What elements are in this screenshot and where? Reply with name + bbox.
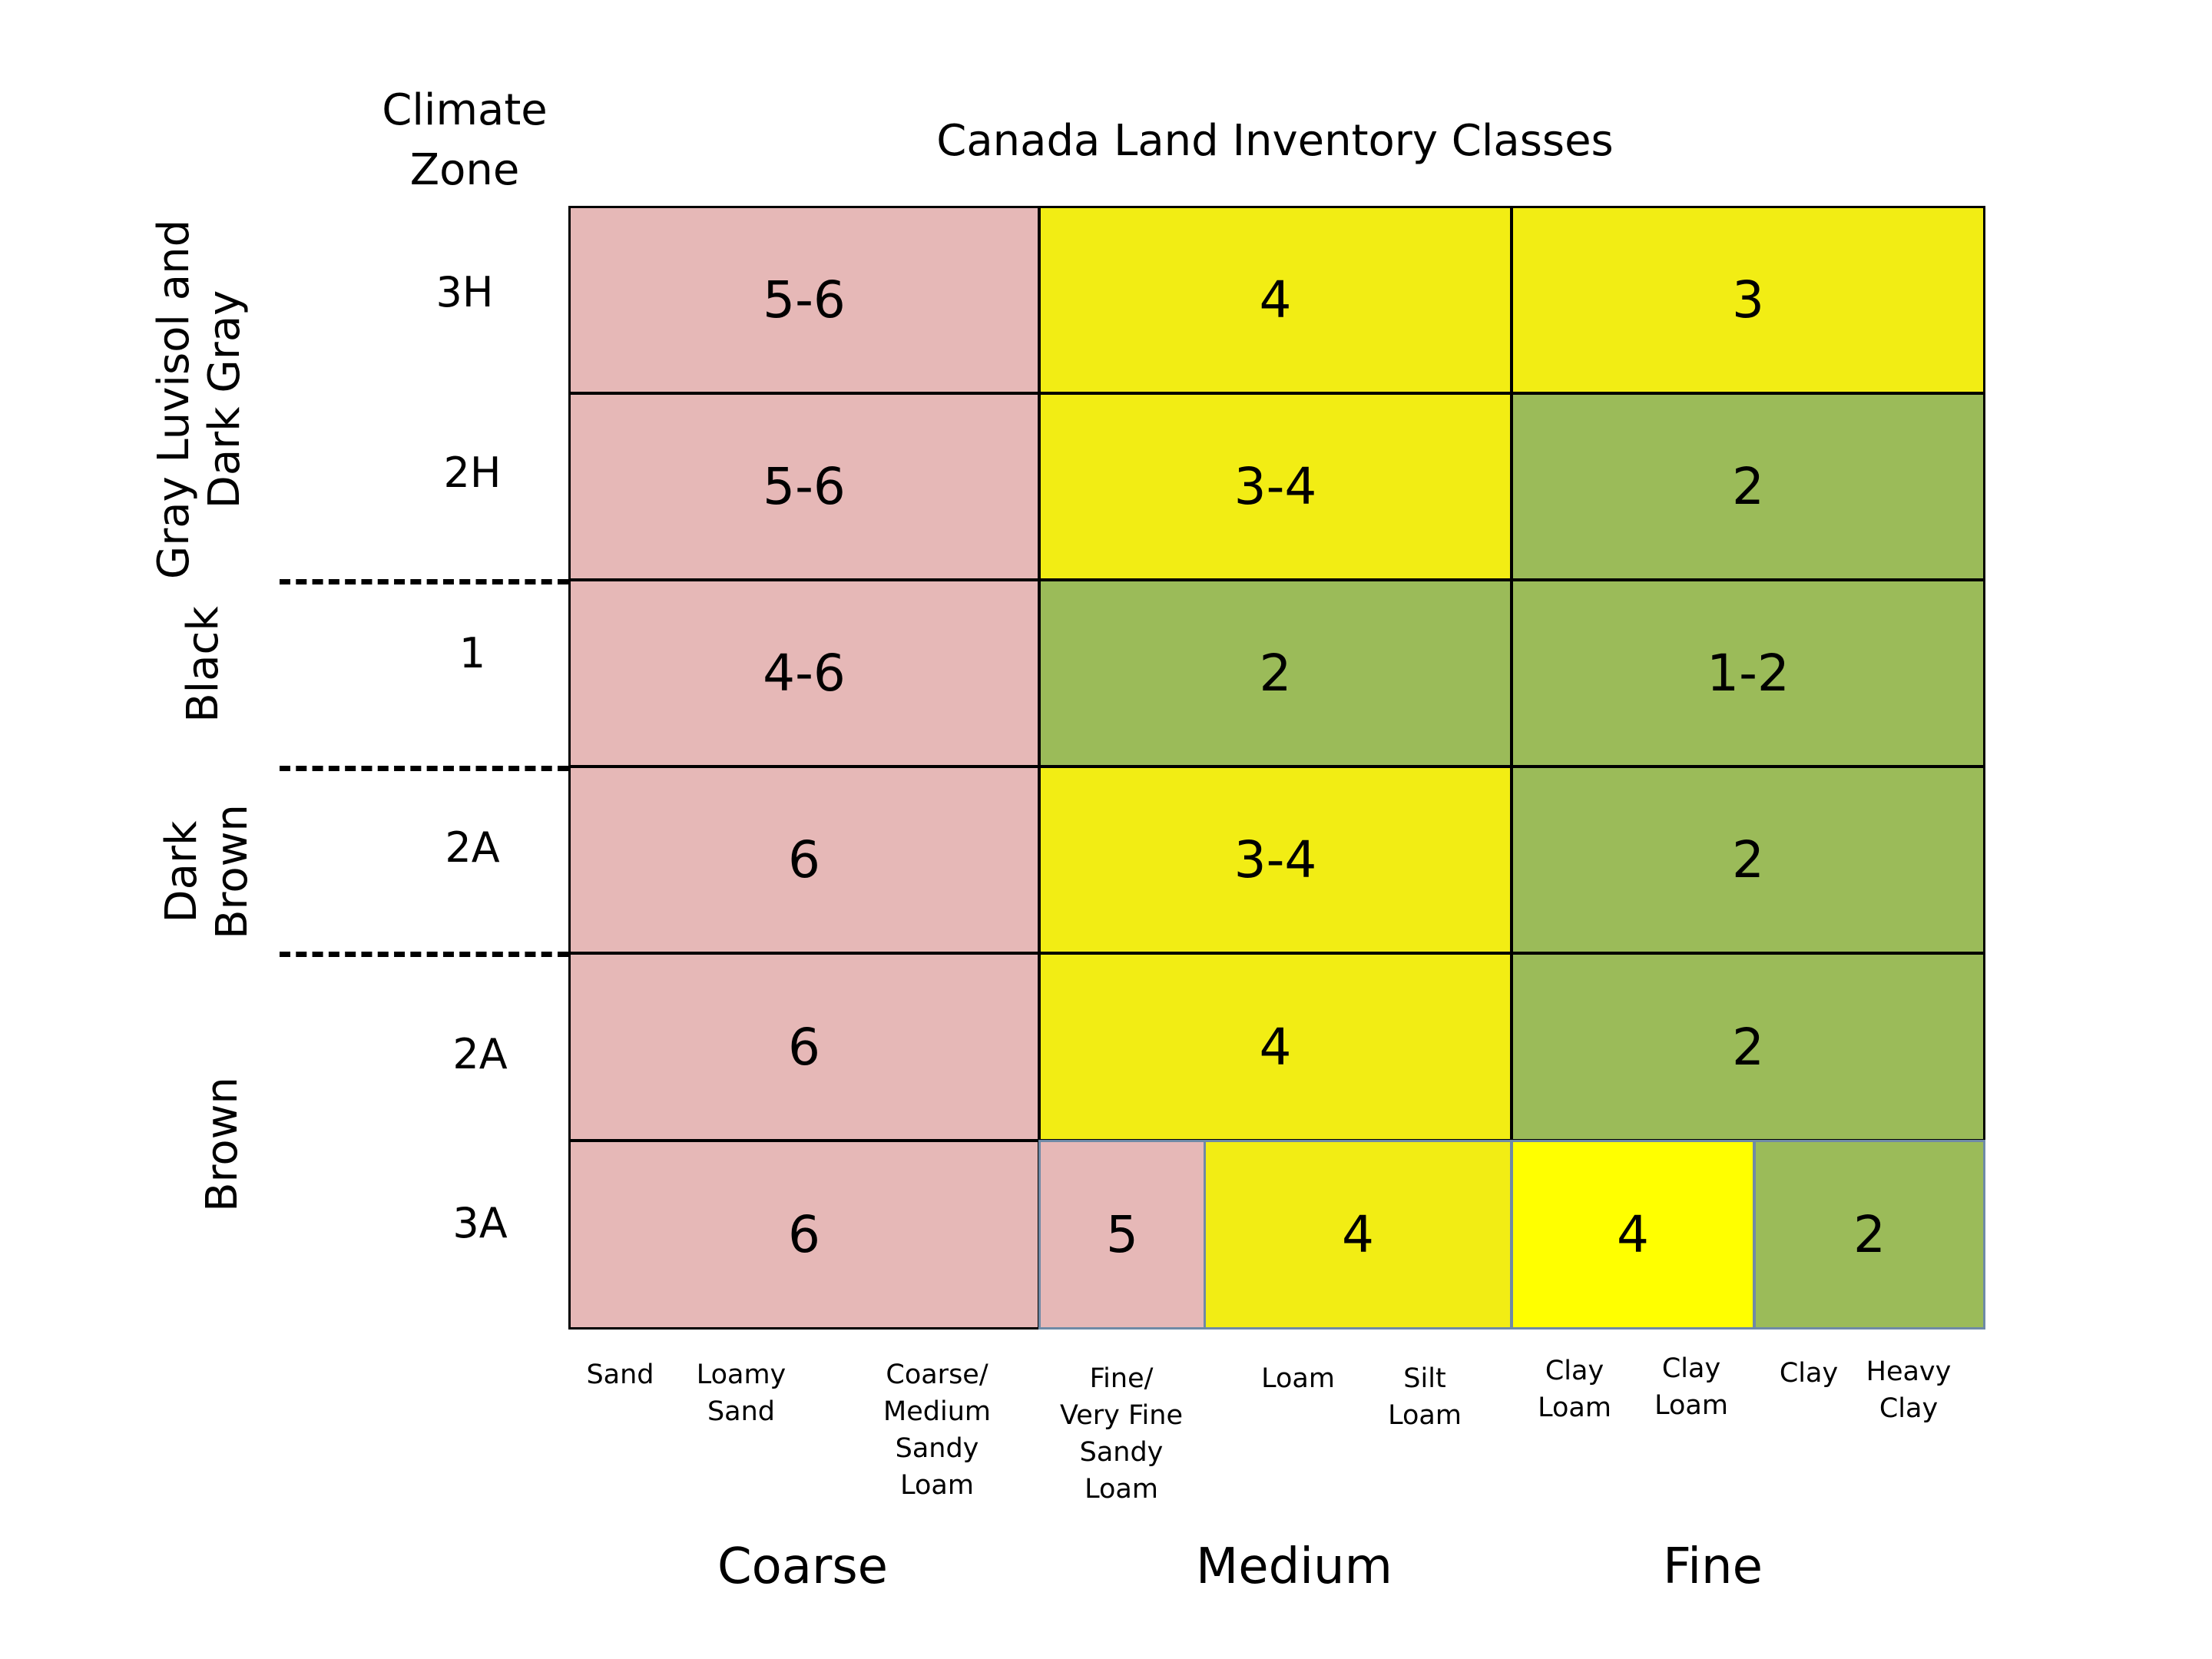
texture-group-medium: Medium <box>1196 1538 1392 1595</box>
soil-zone-brown-label: Brown <box>131 1077 315 1212</box>
texture-fine-very-fine-sandy-loam: Fine/ Very Fine Sandy Loam <box>1048 1360 1194 1508</box>
soil-zone-gray-line2: Dark Gray <box>200 290 250 509</box>
class-cell-r1-medium: 4 <box>1038 206 1512 394</box>
texture-coarse-medium-sandy-loam: Coarse/ Medium Sandy Loam <box>876 1356 998 1504</box>
texture-loamy-sand: Loamy Sand <box>687 1356 795 1430</box>
texture-silt-loam-line1: Silt <box>1403 1363 1446 1394</box>
class-cell-r5-fine: 2 <box>1511 952 1985 1141</box>
texture-fvfsl-line2: Very Fine <box>1059 1400 1183 1431</box>
texture-heavy-clay-line2: Clay <box>1879 1393 1939 1424</box>
texture-fvfsl-line4: Loam <box>1084 1474 1158 1505</box>
texture-fvfsl-line3: Sandy <box>1079 1437 1164 1468</box>
class-cell-r1-fine: 3 <box>1511 206 1985 394</box>
soil-zone-dark-brown-label: Dark Brown <box>119 804 296 939</box>
soil-zone-gray-line1: Gray Luvisol and <box>149 219 200 580</box>
texture-cmsl-line2: Medium <box>883 1396 991 1427</box>
texture-silt-loam-line2: Loam <box>1388 1400 1462 1431</box>
class-cell-r3-fine: 1-2 <box>1511 579 1985 767</box>
texture-clay-loam-1-line1: Clay <box>1545 1356 1604 1386</box>
soil-zone-gray-label: Gray Luvisol and Dark Gray <box>31 220 369 579</box>
class-cell-r6-fine-a: 4 <box>1511 1140 1755 1330</box>
climate-zone-header-line1: Climate <box>382 85 548 135</box>
class-cell-r4-medium: 3-4 <box>1038 766 1512 954</box>
texture-loam-line1: Loam <box>1261 1363 1335 1394</box>
texture-group-coarse: Coarse <box>717 1538 889 1595</box>
texture-heavy-clay: Heavy Clay <box>1855 1353 1962 1427</box>
texture-heavy-clay-line1: Heavy <box>1866 1356 1952 1387</box>
climate-zone-header: Climate Zone <box>361 81 568 200</box>
class-cell-r3-medium: 2 <box>1038 579 1512 767</box>
texture-clay-line1: Clay <box>1779 1358 1839 1389</box>
class-cell-r4-fine: 2 <box>1511 766 1985 954</box>
soil-zone-dark-brown-line2: Brown <box>207 804 257 939</box>
soil-zone-dark-brown-line1: Dark <box>156 820 207 923</box>
climate-zone-row-1: 3H <box>435 267 494 316</box>
class-cell-r2-coarse: 5-6 <box>568 392 1040 581</box>
texture-fvfsl-line1: Fine/ <box>1089 1363 1154 1394</box>
class-cell-r2-medium: 3-4 <box>1038 392 1512 581</box>
texture-cmsl-line4: Loam <box>900 1470 974 1501</box>
texture-cmsl-line1: Coarse/ <box>886 1359 988 1390</box>
texture-clay-loam-2-line2: Loam <box>1654 1390 1728 1421</box>
climate-zone-row-4: 2A <box>445 823 500 872</box>
soil-zone-black-text: Black <box>177 606 228 723</box>
climate-zone-header-line2: Zone <box>409 145 520 195</box>
texture-sand: Sand <box>576 1356 664 1393</box>
zone-separator-3 <box>280 952 568 957</box>
soil-zone-brown-text: Brown <box>197 1077 247 1212</box>
class-cell-r6-medium-a: 5 <box>1038 1140 1206 1330</box>
climate-zone-row-3: 1 <box>459 628 486 677</box>
texture-clay-loam-1-line2: Loam <box>1538 1392 1611 1423</box>
texture-clay-loam-1: Clay Loam <box>1528 1353 1621 1426</box>
class-cell-r6-medium-b: 4 <box>1204 1140 1512 1330</box>
chart-title: Canada Land Inventory Classes <box>936 115 1614 166</box>
zone-separator-1 <box>280 579 568 584</box>
class-cell-r4-coarse: 6 <box>568 766 1040 954</box>
soil-zone-black-label: Black <box>127 606 280 723</box>
texture-sand-line1: Sand <box>586 1359 654 1390</box>
class-cell-r2-fine: 2 <box>1511 392 1985 581</box>
texture-cmsl-line3: Sandy <box>895 1433 979 1464</box>
class-cell-r6-coarse: 6 <box>568 1140 1040 1330</box>
class-cell-r5-coarse: 6 <box>568 952 1040 1141</box>
class-cell-r6-fine-b: 2 <box>1753 1140 1985 1330</box>
class-cell-r1-coarse: 5-6 <box>568 206 1040 394</box>
climate-zone-row-2: 2H <box>443 448 502 497</box>
class-cell-r3-coarse: 4-6 <box>568 579 1040 767</box>
climate-zone-row-6: 3A <box>452 1198 508 1247</box>
texture-clay-loam-2-line1: Clay <box>1661 1353 1721 1384</box>
climate-zone-row-5: 2A <box>452 1029 508 1078</box>
class-cell-r5-medium: 4 <box>1038 952 1512 1141</box>
texture-loam: Loam <box>1252 1360 1344 1397</box>
zone-separator-2 <box>280 766 568 771</box>
texture-clay-loam-2: Clay Loam <box>1645 1350 1737 1424</box>
texture-loamy-sand-line1: Loamy <box>696 1359 786 1390</box>
texture-loamy-sand-line2: Sand <box>707 1396 776 1427</box>
texture-silt-loam: Silt Loam <box>1375 1360 1475 1434</box>
texture-group-fine: Fine <box>1663 1538 1763 1595</box>
texture-clay: Clay <box>1767 1355 1851 1392</box>
